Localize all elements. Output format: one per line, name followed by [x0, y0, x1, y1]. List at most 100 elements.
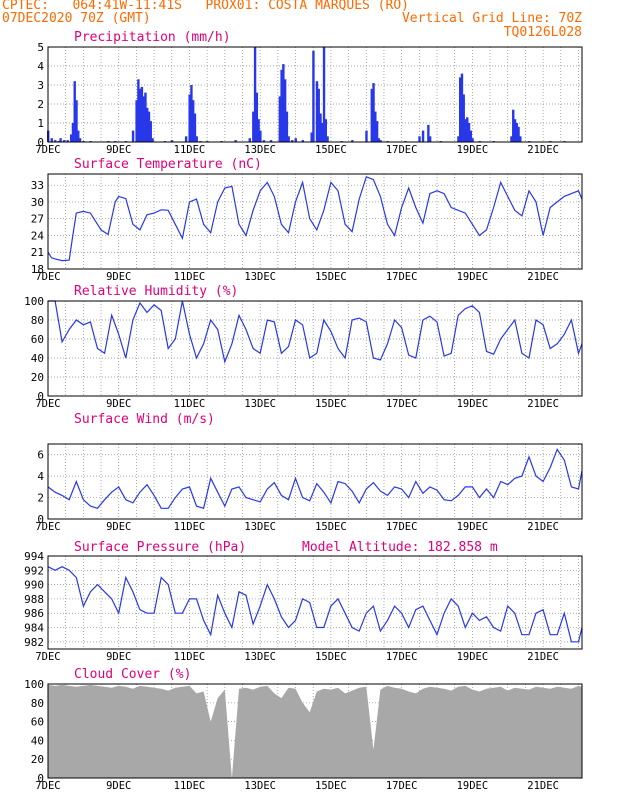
- precip-bar: [519, 136, 522, 142]
- precip-bar: [78, 138, 82, 142]
- y-tick-label: 20: [31, 753, 44, 766]
- x-tick-label: 19DEC: [457, 780, 489, 792]
- y-tick-label: 80: [31, 314, 44, 327]
- x-tick-label: 11DEC: [174, 780, 206, 792]
- precip-bar: [464, 119, 467, 142]
- precip-bar: [282, 64, 285, 142]
- precip-bar: [321, 123, 324, 142]
- x-tick-label: 15DEC: [315, 271, 347, 283]
- precip-bar: [317, 88, 320, 142]
- precip-bar: [428, 136, 432, 142]
- y-tick-label: 30: [31, 196, 44, 209]
- x-tick-label: 21DEC: [527, 780, 559, 792]
- precip-bar: [259, 130, 262, 142]
- panel-frame: [47, 173, 583, 270]
- panel-frame: [47, 443, 583, 520]
- precip-bar: [283, 79, 287, 142]
- precip-bar: [517, 126, 520, 142]
- series-line-1: [47, 176, 583, 262]
- x-tick-label: 7DEC: [35, 271, 60, 283]
- x-tick-label: 17DEC: [386, 398, 418, 410]
- precip-bar: [62, 140, 66, 142]
- panel-title: Surface Pressure (hPa): [74, 540, 246, 555]
- precip-bar: [252, 111, 255, 142]
- precip-bar: [142, 96, 145, 142]
- x-tick-label: 17DEC: [386, 271, 418, 283]
- x-tick-label: 21DEC: [527, 144, 559, 156]
- precip-bar: [184, 136, 188, 142]
- y-tick-label: 986: [24, 607, 44, 620]
- precip-bar: [262, 140, 266, 142]
- precip-bar: [131, 130, 135, 142]
- header-station: CPTEC: 064:41W-11:41S PROX01: COSTA MARQ…: [2, 0, 409, 13]
- x-tick-label: 7DEC: [35, 144, 60, 156]
- precip-bar: [379, 140, 382, 142]
- precip-bar: [467, 123, 471, 142]
- series-line-4: [47, 566, 583, 643]
- x-tick-label: 15DEC: [315, 521, 347, 533]
- precip-bar: [462, 94, 465, 142]
- x-tick-label: 17DEC: [386, 521, 418, 533]
- x-tick-label: 15DEC: [315, 398, 347, 410]
- precip-bar: [512, 109, 515, 142]
- precip-bar: [513, 119, 517, 142]
- x-tick-label: 11DEC: [174, 398, 206, 410]
- precip-bar: [269, 140, 273, 142]
- precip-bar: [71, 123, 75, 142]
- panel-frame: [47, 555, 583, 650]
- y-tick-label: 4: [37, 60, 44, 73]
- precip-bar: [257, 119, 260, 142]
- y-tick-label: 100: [24, 678, 44, 691]
- precip-bar: [510, 136, 513, 142]
- x-tick-label: 9DEC: [106, 651, 131, 663]
- precip-bar: [469, 130, 473, 142]
- x-tick-label: 9DEC: [106, 780, 131, 792]
- precip-bar: [287, 136, 290, 142]
- x-tick-label: 11DEC: [174, 144, 206, 156]
- precip-bar: [515, 123, 518, 142]
- precip-bar: [248, 138, 251, 142]
- y-tick-label: 0: [37, 513, 44, 526]
- panel-frame: [47, 300, 583, 397]
- x-tick-label: 19DEC: [457, 144, 489, 156]
- precip-bar: [310, 132, 313, 142]
- x-tick-label: 19DEC: [457, 651, 489, 663]
- x-tick-label: 7DEC: [35, 398, 60, 410]
- x-tick-label: 9DEC: [106, 271, 131, 283]
- y-tick-label: 24: [31, 229, 45, 242]
- y-tick-label: 5: [37, 41, 44, 54]
- x-tick-label: 11DEC: [174, 521, 206, 533]
- precip-bar: [191, 100, 195, 142]
- precip-bar: [234, 140, 237, 142]
- y-tick-label: 60: [31, 333, 44, 346]
- y-tick-label: 988: [24, 593, 44, 606]
- y-tick-label: 990: [24, 579, 44, 592]
- y-tick-label: 40: [31, 352, 44, 365]
- precip-bar: [458, 77, 462, 142]
- precip-bar: [460, 73, 464, 142]
- y-tick-label: 2: [37, 98, 44, 111]
- precip-bar: [418, 136, 421, 142]
- precip-bar: [421, 130, 425, 142]
- series-line-3: [47, 448, 583, 510]
- x-tick-label: 17DEC: [386, 780, 418, 792]
- precip-bar: [195, 136, 198, 142]
- y-tick-label: 992: [24, 564, 44, 577]
- precip-bar: [188, 94, 191, 142]
- panel-frame: [47, 683, 583, 779]
- y-tick-label: 60: [31, 716, 44, 729]
- precip-bar: [50, 138, 53, 142]
- y-tick-label: 3: [37, 79, 44, 92]
- x-tick-label: 17DEC: [386, 651, 418, 663]
- y-tick-label: 0: [37, 136, 44, 149]
- panel-title: Surface Temperature (nC): [74, 157, 262, 172]
- precip-bar: [135, 100, 138, 142]
- precip-bar: [77, 130, 80, 142]
- precip-bar: [144, 92, 147, 142]
- x-tick-label: 9DEC: [106, 144, 131, 156]
- precip-bar: [312, 50, 315, 142]
- precip-bar: [375, 121, 379, 142]
- precip-bar: [75, 100, 78, 142]
- precip-bar: [140, 86, 144, 142]
